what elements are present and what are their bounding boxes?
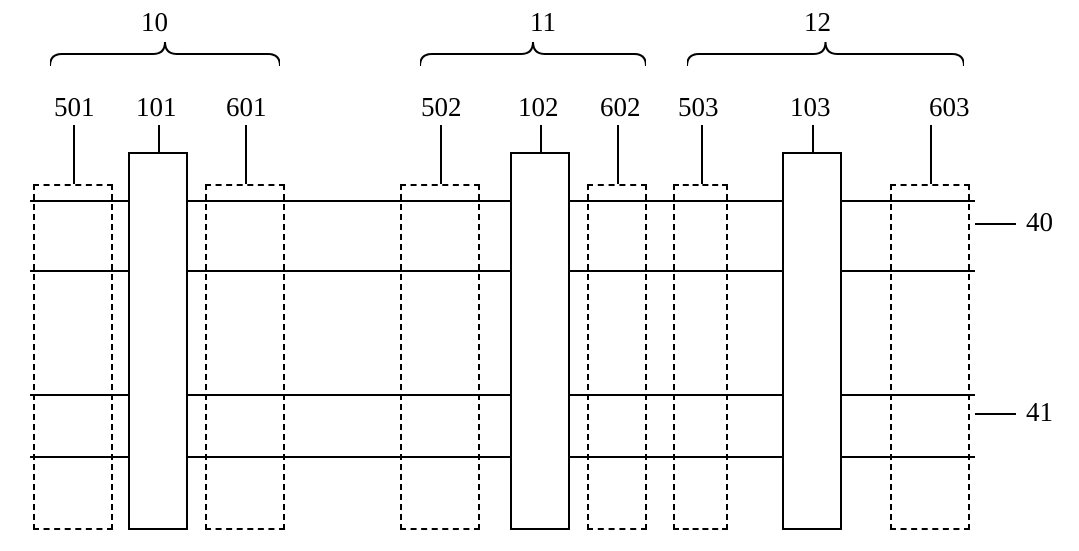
- right-leader-41: [975, 413, 1016, 415]
- hline-seg: [33, 270, 113, 272]
- column-101: [128, 152, 188, 530]
- group-brace-10: [50, 38, 280, 68]
- leader-501: [73, 125, 75, 184]
- column-102: [510, 152, 570, 530]
- column-label-603: 603: [929, 92, 970, 123]
- column-label-502: 502: [421, 92, 462, 123]
- hline-seg: [673, 394, 728, 396]
- column-501: [33, 184, 113, 530]
- hline-seg: [890, 270, 970, 272]
- column-label-101: 101: [136, 92, 177, 123]
- hline-seg: [890, 394, 970, 396]
- group-label-12: 12: [804, 7, 831, 38]
- hline-seg: [587, 270, 647, 272]
- hline-seg: [400, 456, 480, 458]
- group-label-10: 10: [141, 7, 168, 38]
- right-label-41: 41: [1026, 397, 1053, 428]
- group-label-11: 11: [530, 7, 556, 38]
- hline-seg: [400, 394, 480, 396]
- column-label-602: 602: [600, 92, 641, 123]
- column-label-102: 102: [518, 92, 559, 123]
- hline-seg: [205, 270, 285, 272]
- column-label-503: 503: [678, 92, 719, 123]
- column-label-103: 103: [790, 92, 831, 123]
- column-601: [205, 184, 285, 530]
- column-label-501: 501: [54, 92, 95, 123]
- leader-101: [158, 125, 160, 152]
- leader-103: [812, 125, 814, 152]
- group-brace-12: [687, 38, 964, 68]
- leader-503: [701, 125, 703, 184]
- hline-seg: [205, 200, 285, 202]
- hline-seg: [33, 394, 113, 396]
- hline-seg: [205, 456, 285, 458]
- hline-seg: [673, 200, 728, 202]
- leader-603: [930, 125, 932, 184]
- hline-seg: [673, 456, 728, 458]
- hline-seg: [890, 200, 970, 202]
- hline-seg: [33, 456, 113, 458]
- column-502: [400, 184, 480, 530]
- hline-seg: [890, 456, 970, 458]
- leader-502: [440, 125, 442, 184]
- hline-seg: [400, 270, 480, 272]
- hline-seg: [587, 200, 647, 202]
- hline-seg: [587, 394, 647, 396]
- hline-seg: [673, 270, 728, 272]
- column-503: [673, 184, 728, 530]
- column-103: [782, 152, 842, 530]
- leader-602: [617, 125, 619, 184]
- right-leader-40: [975, 223, 1016, 225]
- hline-seg: [587, 456, 647, 458]
- group-brace-11: [420, 38, 646, 68]
- hline-seg: [400, 200, 480, 202]
- hline-seg: [33, 200, 113, 202]
- column-603: [890, 184, 970, 530]
- right-label-40: 40: [1026, 207, 1053, 238]
- column-602: [587, 184, 647, 530]
- column-label-601: 601: [226, 92, 267, 123]
- hline-seg: [205, 394, 285, 396]
- leader-601: [245, 125, 247, 184]
- leader-102: [540, 125, 542, 152]
